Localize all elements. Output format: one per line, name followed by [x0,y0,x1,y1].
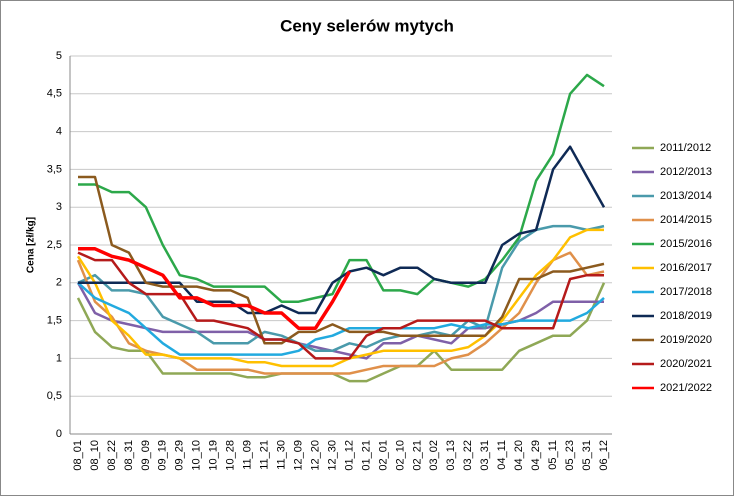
y-tick-label: 1,5 [47,315,62,327]
series-line [77,224,605,353]
x-tick-label: 02_21 [411,440,423,471]
y-tick-label: 4 [56,126,62,138]
legend-label: 2018/2019 [660,310,712,322]
x-tick-label: 04_29 [530,440,542,471]
series-line [77,251,604,360]
x-tick-label: 01_12 [343,440,355,471]
legend-label: 2013/2014 [660,190,712,202]
x-tick-label: 03_13 [445,440,457,471]
x-tick-label: 02_10 [394,440,406,471]
y-tick-label: 2,5 [47,239,62,251]
legend-label: 2012/2013 [660,166,712,178]
x-tick-label: 11_09 [242,440,254,470]
y-tick-label: 3,5 [47,163,62,175]
series-line [76,228,604,368]
x-tick-label: 05_11 [547,440,559,470]
y-tick-label: 0,5 [47,390,62,402]
x-tick-label: 09_09 [140,440,152,471]
legend-label: 2019/2020 [660,334,712,346]
legend-label: 2020/2021 [660,358,712,370]
x-tick-label: 12_09 [292,440,304,471]
y-tick-label: 5 [56,50,62,62]
x-tick-label: 05_31 [581,440,593,471]
legend-label: 2011/2012 [660,142,711,154]
chart-title: Ceny selerów mytych [280,16,454,35]
series-line [77,281,605,356]
x-tick-label: 09_19 [157,440,169,471]
legend-label: 2021/2022 [660,382,712,394]
y-axis-label: Cena [zł/kg] [26,217,37,273]
x-tick-label: 04_20 [513,440,525,471]
y-tick-label: 2 [56,277,62,289]
x-tick-label: 10_19 [208,440,220,471]
x-tick-label: 03_31 [479,440,491,471]
x-tick-label: 10_28 [225,440,237,471]
x-tick-label: 12_30 [326,440,338,471]
series-line [78,175,605,345]
x-tick-label: 11_30 [276,440,288,470]
x-tick-label: 02_01 [377,440,389,471]
legend-label: 2017/2018 [660,286,712,298]
x-tick-label: 08_01 [72,440,84,471]
series-line [78,247,352,330]
x-tick-label: 05_23 [564,440,576,471]
x-tick-label: 12_20 [309,440,321,471]
y-tick-label: 3 [56,201,62,213]
x-tick-label: 04_11 [496,440,508,470]
y-tick-label: 0 [56,428,62,440]
x-tick-label: 03_02 [428,440,440,471]
x-tick-label: 09_29 [174,440,186,471]
x-tick-label: 08_10 [89,440,101,471]
x-tick-label: 01_21 [360,440,372,471]
legend-label: 2014/2015 [660,214,712,226]
series-line [78,145,606,315]
x-tick-label: 11_21 [259,440,271,470]
x-tick-label: 08_22 [106,440,118,471]
y-tick-label: 4,5 [47,88,62,100]
x-tick-label: 08_31 [123,440,135,471]
legend-label: 2016/2017 [660,262,712,274]
y-tick-label: 1 [56,352,62,364]
x-tick-label: 03_22 [462,440,474,471]
series-line [76,282,606,383]
legend-label: 2015/2016 [660,238,712,250]
x-tick-label: 06_12 [598,440,610,471]
x-tick-label: 10_10 [191,440,203,471]
